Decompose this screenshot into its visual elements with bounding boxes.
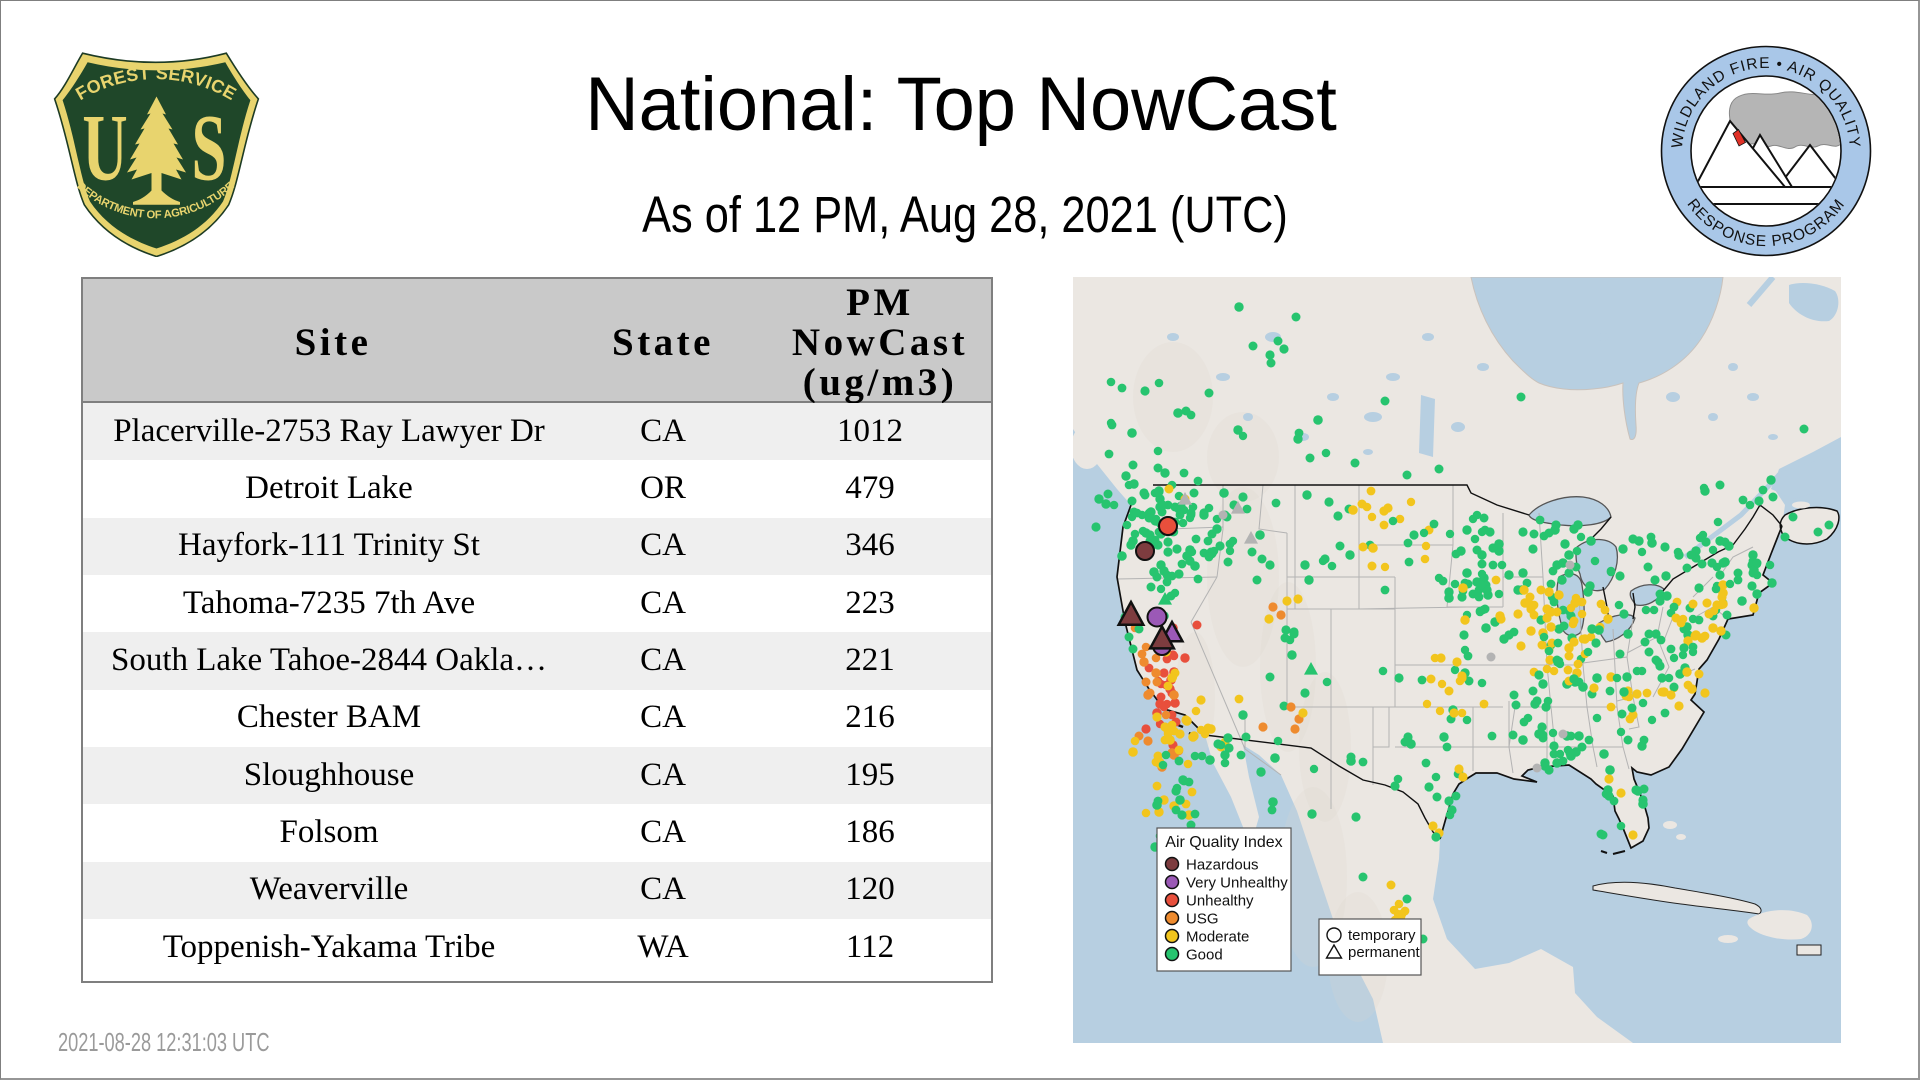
svg-text:U: U	[82, 96, 127, 201]
svg-text:temporary: temporary	[1348, 927, 1416, 944]
svg-text:Moderate: Moderate	[1186, 929, 1249, 946]
svg-text:S: S	[192, 96, 227, 201]
svg-text:Very Unhealthy: Very Unhealthy	[1186, 875, 1288, 892]
svg-text:permanent: permanent	[1348, 944, 1421, 961]
svg-text:USG: USG	[1186, 911, 1219, 928]
svg-text:Good: Good	[1186, 947, 1223, 964]
svg-text:Air Quality Index: Air Quality Index	[1165, 834, 1282, 851]
svg-text:Hazardous: Hazardous	[1186, 857, 1259, 874]
svg-text:Unhealthy: Unhealthy	[1186, 893, 1254, 910]
